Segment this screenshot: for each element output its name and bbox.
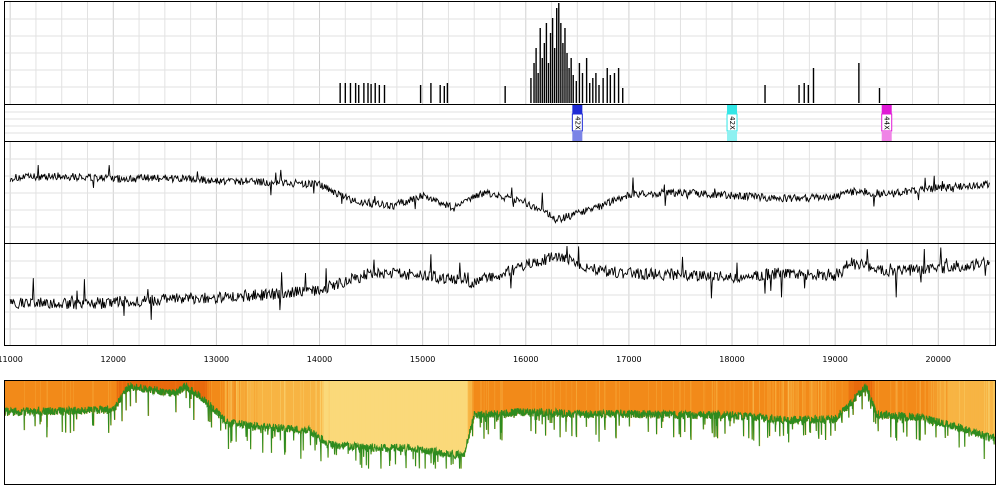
marker-track: 42X 42X 44X [4, 104, 996, 142]
signal-track-2-line [9, 245, 990, 320]
signal-track-2-border [4, 243, 996, 346]
variant-marker-label: 42X [573, 116, 581, 130]
coverage-column [994, 381, 995, 438]
signal-track-1-line [9, 164, 990, 224]
x-tick-label: 12000 [101, 355, 126, 364]
variant-marker-tail [572, 131, 583, 141]
variant-marker-label: 42X [728, 116, 736, 130]
variant-marker-head [881, 105, 892, 114]
peak-bar-track [4, 1, 996, 105]
variant-marker-tail [727, 131, 738, 141]
x-tick-label: 11000 [0, 355, 23, 364]
signal-track-1 [4, 141, 996, 244]
variant-marker-head [572, 105, 583, 114]
x-tick-label: 14000 [307, 355, 332, 364]
position-axis: 11000 12000 13000 14000 15000 16000 17000 18000… [0, 355, 996, 381]
x-tick-label: 19000 [822, 355, 847, 364]
signal-track-2 [4, 243, 996, 346]
variant-marker-tail [881, 131, 892, 141]
coverage-heat-track [4, 380, 996, 485]
coverage-outline [5, 381, 995, 469]
x-tick-label: 18000 [719, 355, 744, 364]
x-tick-label: 15000 [410, 355, 435, 364]
x-tick-label: 17000 [616, 355, 641, 364]
variant-marker-label: 44X [883, 116, 891, 130]
x-tick-label: 20000 [926, 355, 951, 364]
variant-marker[interactable]: 42X [571, 105, 583, 141]
x-tick-label: 16000 [513, 355, 538, 364]
x-tick-label: 13000 [204, 355, 229, 364]
marker-track-border [4, 104, 996, 142]
variant-marker-head [727, 105, 738, 114]
variant-marker[interactable]: 44X [881, 105, 893, 141]
variant-marker[interactable]: 42X [726, 105, 738, 141]
